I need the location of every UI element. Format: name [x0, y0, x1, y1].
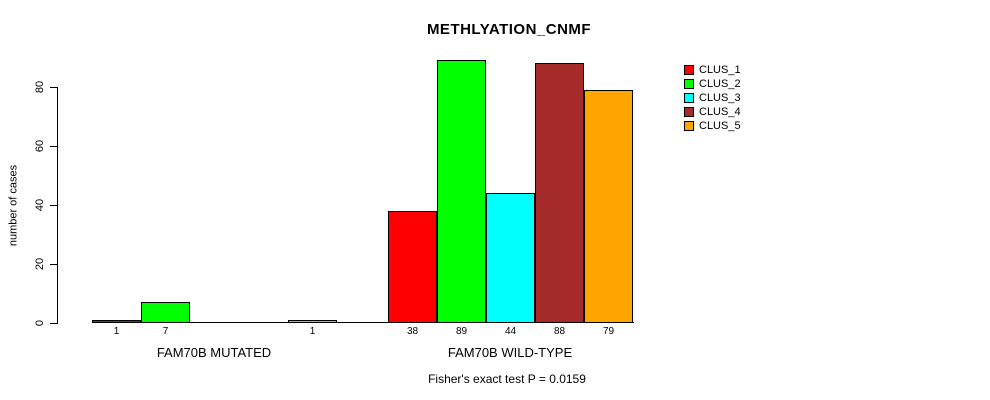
legend-swatch-icon — [684, 79, 694, 89]
x-baseline — [92, 322, 634, 323]
bar-clus_4-wildtype — [535, 63, 584, 323]
bar-clus_3-wildtype — [486, 193, 535, 323]
y-tick-label: 60 — [34, 139, 46, 153]
y-tick — [50, 264, 57, 265]
y-axis-line — [57, 87, 58, 324]
bar-value-label: 38 — [406, 326, 419, 337]
fisher-annotation: Fisher's exact test P = 0.0159 — [428, 372, 586, 386]
y-tick-label: 80 — [34, 80, 46, 94]
y-tick — [50, 146, 57, 147]
bar-value-label: 89 — [455, 326, 468, 337]
legend-label: CLUS_2 — [699, 78, 741, 90]
legend-label: CLUS_4 — [699, 106, 741, 118]
legend-item: CLUS_1 — [684, 63, 741, 77]
legend-swatch-icon — [684, 65, 694, 75]
legend-item: CLUS_3 — [684, 91, 741, 105]
legend-swatch-icon — [684, 121, 694, 131]
bar-clus_1-mutated — [92, 320, 141, 323]
legend: CLUS_1 CLUS_2 CLUS_3 CLUS_4 CLUS_5 — [684, 63, 741, 133]
bar-clus_5-wildtype — [584, 90, 633, 323]
bar-value-label: 1 — [309, 326, 316, 337]
y-tick-label: 40 — [34, 198, 46, 212]
bar-value-label: 79 — [602, 326, 615, 337]
legend-label: CLUS_1 — [699, 64, 741, 76]
y-axis-label: number of cases — [7, 164, 20, 247]
group-label-mutated: FAM70B MUTATED — [156, 345, 272, 360]
bar-clus_5-mutated — [288, 320, 337, 323]
legend-item: CLUS_5 — [684, 119, 741, 133]
y-tick — [50, 87, 57, 88]
y-tick — [50, 205, 57, 206]
bar-clus_2-mutated — [141, 302, 190, 323]
legend-label: CLUS_5 — [699, 120, 741, 132]
group-label-wildtype: FAM70B WILD-TYPE — [447, 345, 573, 360]
bar-value-label: 7 — [162, 326, 169, 337]
y-tick-label: 0 — [34, 319, 46, 327]
legend-swatch-icon — [684, 107, 694, 117]
y-tick — [50, 323, 57, 324]
y-tick-label: 20 — [34, 257, 46, 271]
bar-clus_1-wildtype — [388, 211, 437, 323]
legend-label: CLUS_3 — [699, 92, 741, 104]
bar-value-label: 1 — [113, 326, 120, 337]
bar-value-label: 88 — [553, 326, 566, 337]
bar-clus_2-wildtype — [437, 60, 486, 323]
chart-title: METHLYATION_CNMF — [426, 21, 592, 38]
legend-item: CLUS_4 — [684, 105, 741, 119]
legend-item: CLUS_2 — [684, 77, 741, 91]
legend-swatch-icon — [684, 93, 694, 103]
bar-value-label: 44 — [504, 326, 517, 337]
